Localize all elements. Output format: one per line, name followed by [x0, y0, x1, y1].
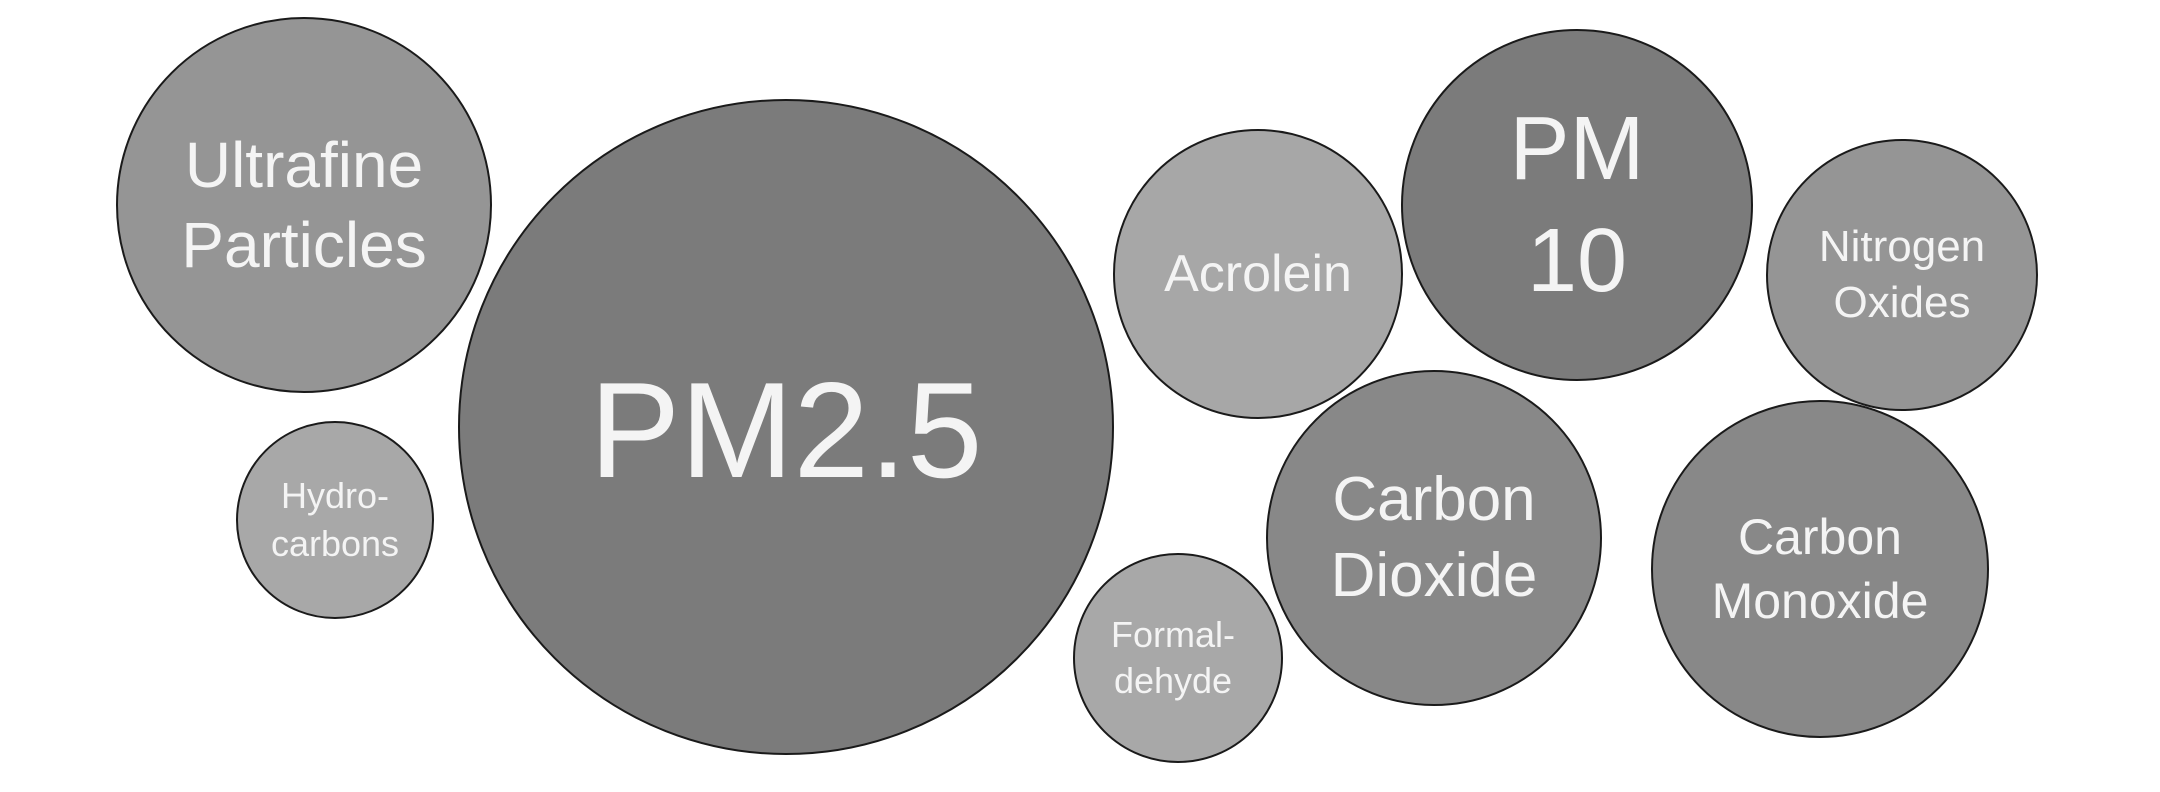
bubble-pm25: PM2.5 — [458, 99, 1114, 755]
bubble-hydrocarbons: Hydro- carbons — [236, 421, 434, 619]
bubble-label: PM2.5 — [589, 354, 983, 506]
bubble-label: Hydro- carbons — [270, 475, 400, 564]
bubble-label: Carbon Monoxide — [1711, 509, 1929, 629]
bubble-carbon-monoxide: Carbon Monoxide — [1651, 400, 1989, 738]
bubble-label: Carbon Dioxide — [1330, 465, 1538, 610]
bubble-pm10: PM 10 — [1401, 29, 1753, 381]
bubble-label: Ultrafine Particles — [181, 129, 427, 281]
bubble-carbon-dioxide: Carbon Dioxide — [1266, 370, 1602, 706]
bubble-nitrogen-oxides: Nitrogen Oxides — [1766, 139, 2038, 411]
bubble-label: Acrolein — [1164, 245, 1352, 303]
bubble-acrolein: Acrolein — [1113, 129, 1403, 419]
bubble-label: PM 10 — [1509, 99, 1645, 311]
bubble-label: Formal- dehyde — [1111, 614, 1235, 701]
bubble-label: Nitrogen Oxides — [1818, 222, 1986, 327]
bubble-formaldehyde: Formal- dehyde — [1073, 553, 1283, 763]
bubble-ultrafine-particles: Ultrafine Particles — [116, 17, 492, 393]
